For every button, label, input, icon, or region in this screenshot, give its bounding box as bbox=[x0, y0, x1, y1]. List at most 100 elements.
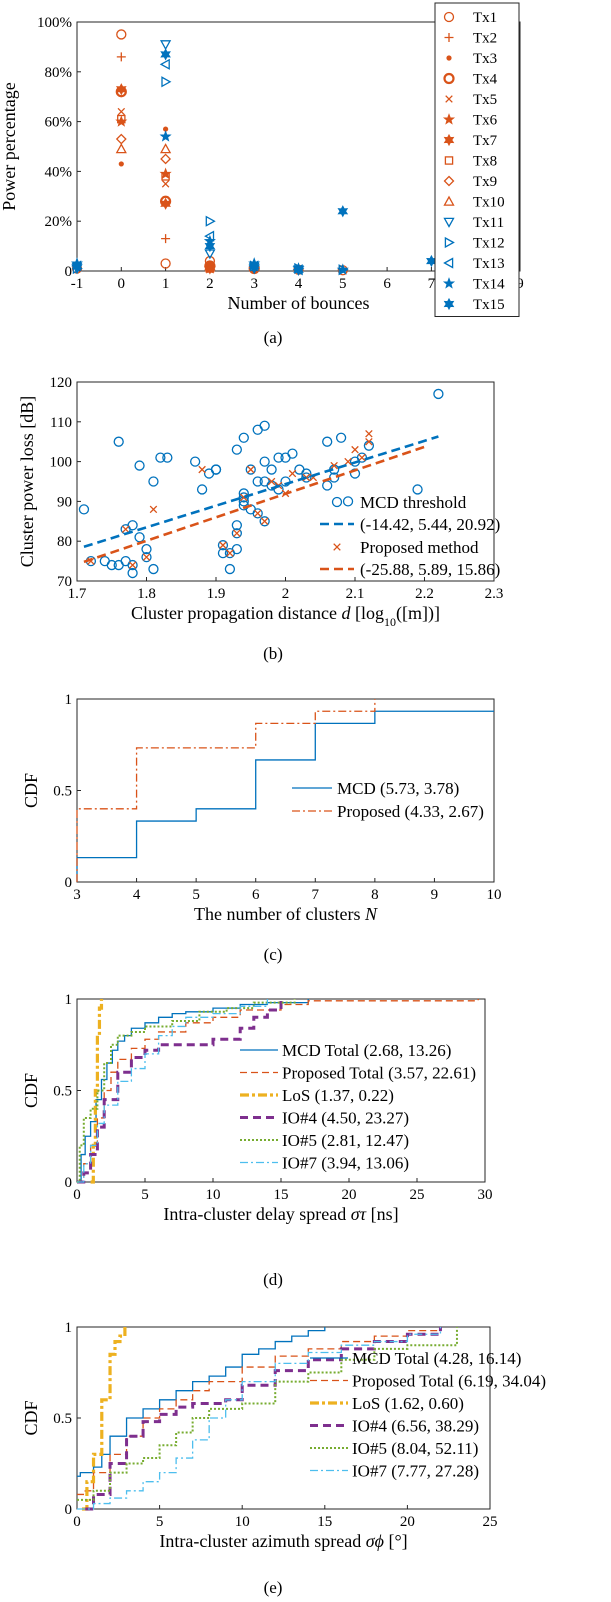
data-point bbox=[118, 161, 124, 167]
data-point bbox=[115, 143, 127, 154]
x-axis-label: The number of clusters N bbox=[194, 904, 378, 924]
x-tick-label: 30 bbox=[478, 1187, 493, 1203]
data-point bbox=[121, 525, 130, 534]
data-point bbox=[253, 509, 262, 518]
y-tick-label: 110 bbox=[50, 415, 72, 431]
legend-label: Proposed Total (6.19, 34.04) bbox=[352, 1372, 546, 1391]
panel-caption: (a) bbox=[264, 328, 283, 347]
data-point bbox=[142, 553, 151, 561]
data-point bbox=[160, 48, 171, 61]
cdf-line bbox=[81, 1327, 127, 1511]
x-axis-label-text: Intra-cluster azimuth spread bbox=[159, 1531, 361, 1551]
legend-label: (-14.42, 5.44, 20.92) bbox=[360, 515, 500, 534]
x-tick-label: 15 bbox=[274, 1187, 289, 1203]
x-tick-label: 2 bbox=[206, 276, 214, 292]
panel-a: -10123456789020%40%60%80%100%Number of b… bbox=[0, 2, 524, 347]
data-point bbox=[141, 544, 152, 555]
data-point bbox=[365, 437, 373, 446]
legend-label: Tx12 bbox=[473, 236, 505, 252]
data-point bbox=[115, 83, 127, 96]
axes-box bbox=[76, 998, 486, 1183]
cdf-line bbox=[90, 999, 104, 1184]
legend-label: (-25.88, 5.89, 15.86) bbox=[360, 560, 500, 579]
x-tick-label: 1 bbox=[162, 276, 170, 292]
y-tick-label: 0 bbox=[65, 1175, 73, 1191]
y-tick-label: 90 bbox=[57, 494, 72, 510]
data-point bbox=[159, 143, 172, 154]
x-axis-label-text: Intra-cluster delay spread bbox=[163, 1204, 346, 1224]
x-tick-label: 9 bbox=[431, 887, 439, 903]
x-axis-label-unit: [°] bbox=[384, 1531, 408, 1551]
x-axis-label-var: d bbox=[337, 603, 352, 623]
data-point bbox=[163, 126, 169, 132]
legend-label: MCD Total (4.28, 16.14) bbox=[352, 1349, 521, 1368]
legend-marker bbox=[333, 543, 341, 551]
cdf-line bbox=[77, 999, 296, 1183]
data-point bbox=[148, 476, 159, 487]
data-point bbox=[160, 153, 172, 165]
legend-label: MCD (5.73, 3.78) bbox=[337, 779, 459, 798]
data-point bbox=[248, 259, 260, 273]
legend-label: Tx9 bbox=[473, 174, 497, 190]
data-point bbox=[231, 528, 243, 539]
data-point bbox=[365, 429, 373, 438]
x-tick-label: 0 bbox=[73, 1187, 81, 1203]
y-axis-label: Cluster power loss [dB] bbox=[17, 396, 37, 567]
legend-label: IO#4 (4.50, 23.27) bbox=[282, 1109, 409, 1128]
data-point bbox=[127, 520, 138, 531]
data-point bbox=[87, 557, 95, 565]
data-point bbox=[196, 484, 208, 495]
x-tick-label: 5 bbox=[156, 1514, 164, 1530]
x-tick-label: 2.2 bbox=[415, 586, 434, 602]
data-point bbox=[115, 133, 127, 145]
legend-label: Tx13 bbox=[473, 256, 505, 272]
data-point bbox=[328, 472, 340, 483]
y-tick-label: 1 bbox=[65, 692, 73, 708]
data-point bbox=[160, 258, 171, 269]
data-point bbox=[205, 215, 216, 227]
legend-marker bbox=[331, 496, 343, 508]
data-point bbox=[293, 263, 304, 276]
legend-label: LoS (1.37, 0.22) bbox=[282, 1086, 394, 1105]
legend-marker bbox=[443, 257, 454, 269]
data-point bbox=[204, 260, 216, 272]
fit-line bbox=[83, 445, 425, 564]
data-point bbox=[330, 461, 338, 470]
x-tick-label: 7 bbox=[428, 276, 436, 292]
cdf-line bbox=[77, 1327, 442, 1510]
data-point bbox=[273, 452, 284, 463]
data-point bbox=[322, 436, 333, 447]
data-point bbox=[245, 464, 256, 475]
data-point bbox=[233, 529, 241, 537]
data-point bbox=[113, 436, 124, 447]
x-tick-label: 3 bbox=[73, 887, 81, 903]
data-point bbox=[161, 180, 170, 188]
cdf-line bbox=[77, 1327, 326, 1477]
data-point bbox=[342, 496, 354, 507]
x-tick-label: 1.7 bbox=[68, 586, 87, 602]
legend-marker bbox=[444, 156, 454, 165]
x-tick-label: 9 bbox=[516, 276, 524, 292]
x-tick-label: 5 bbox=[141, 1187, 149, 1203]
x-axis-label: Intra-cluster azimuth spread σϕ [°] bbox=[159, 1531, 407, 1551]
data-point bbox=[189, 456, 201, 467]
data-point bbox=[161, 172, 170, 181]
legend-label: Tx6 bbox=[473, 113, 498, 129]
x-tick-label: 5 bbox=[339, 276, 347, 292]
x-tick-label: 20 bbox=[400, 1514, 415, 1530]
legend-marker bbox=[443, 195, 455, 206]
legend-label: Tx4 bbox=[473, 72, 498, 88]
legend-label: Proposed Total (3.57, 22.61) bbox=[282, 1064, 476, 1083]
data-point bbox=[344, 457, 352, 466]
data-point bbox=[238, 432, 249, 443]
legend-label: Tx8 bbox=[473, 154, 497, 170]
legend-label: Tx7 bbox=[473, 133, 498, 149]
x-tick-label: 7 bbox=[312, 887, 320, 903]
y-axis-label: CDF bbox=[21, 1073, 41, 1108]
legend-label: Tx10 bbox=[473, 195, 505, 211]
x-axis-label-text: Cluster propagation distance bbox=[131, 603, 337, 623]
data-point bbox=[160, 197, 171, 210]
x-axis-label-text: The number of clusters bbox=[194, 904, 360, 924]
y-axis-label: CDF bbox=[21, 773, 41, 808]
